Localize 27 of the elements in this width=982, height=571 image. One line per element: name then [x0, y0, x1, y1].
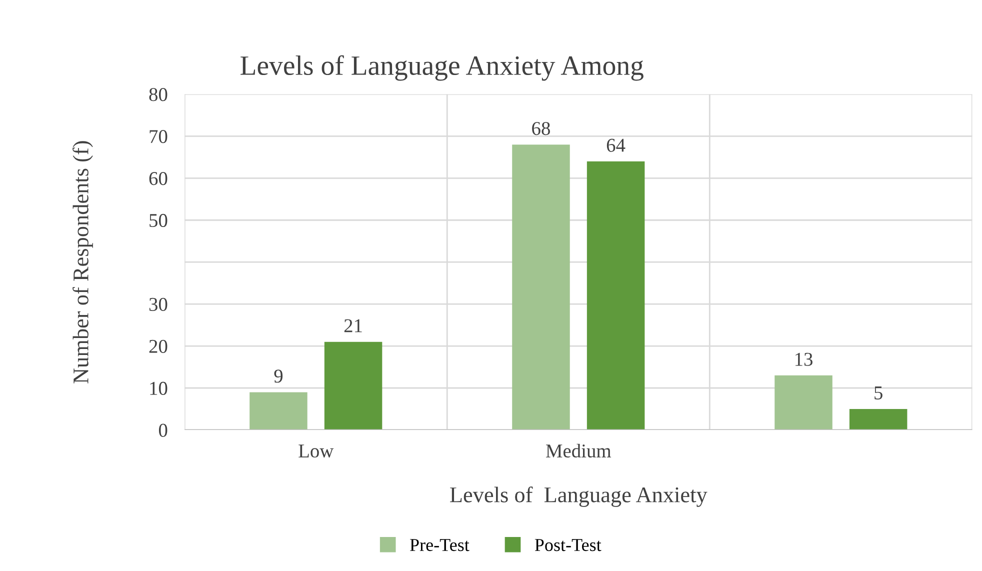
- y-tick-label: 20: [149, 340, 168, 353]
- data-label: 64: [606, 138, 626, 152]
- bar: [586, 161, 645, 430]
- legend-label: Post-Test: [534, 539, 602, 552]
- y-tick-label: 0: [158, 424, 168, 437]
- bar: [324, 342, 382, 430]
- y-tick-label: 50: [150, 214, 168, 228]
- chart-title: Levels of Language Anxiety Among: [240, 55, 644, 81]
- y-axis-title: Number of Respondents (f): [72, 141, 93, 384]
- y-tick-label: 80: [149, 88, 168, 102]
- y-tick-label: 60: [149, 172, 168, 186]
- data-label: 68: [532, 122, 550, 136]
- x-axis-title: Levels of Language Anxiety: [450, 486, 708, 507]
- y-tick-label: 30: [149, 298, 168, 311]
- bar: [774, 375, 832, 430]
- data-label: 9: [274, 370, 283, 383]
- y-tick-label: 70: [150, 130, 168, 144]
- x-tick-label: Medium: [546, 444, 612, 458]
- x-tick-label: Low: [298, 444, 334, 458]
- data-label: 21: [344, 319, 362, 332]
- bar: [250, 392, 308, 430]
- y-tick-label: 10: [150, 382, 168, 395]
- data-label: 13: [796, 352, 812, 366]
- legend-label: Pre-Test: [410, 539, 470, 552]
- data-label: 5: [874, 386, 882, 400]
- bar: [849, 408, 908, 430]
- bar: [512, 144, 570, 430]
